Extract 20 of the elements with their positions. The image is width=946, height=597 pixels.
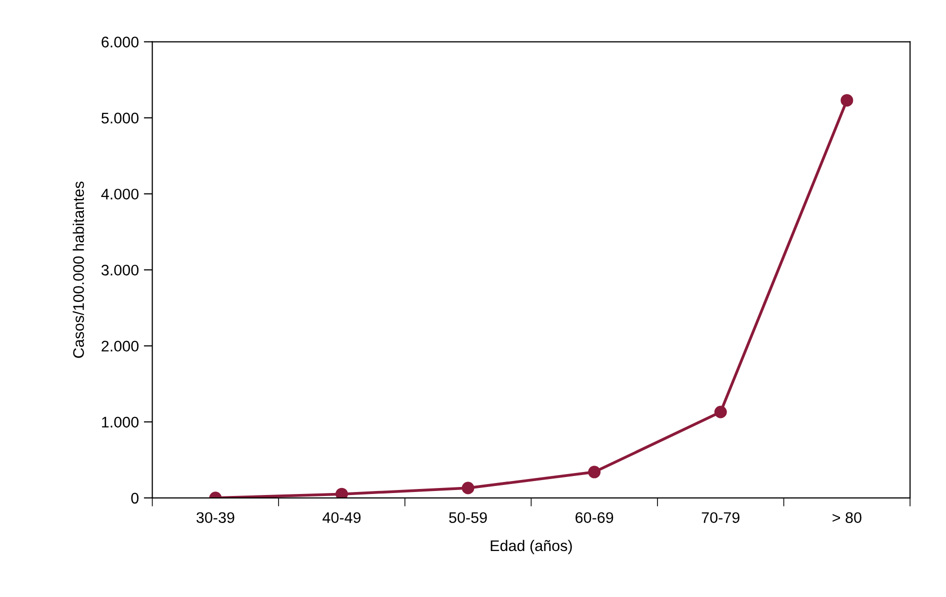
x-axis-title: Edad (años)	[490, 540, 572, 554]
y-axis-title: Casos/100.000 habitantes	[72, 182, 84, 358]
x-tick-label: 60-69	[576, 512, 614, 524]
x-tick-label: 70-79	[702, 512, 740, 524]
y-tick-label: 1.000	[102, 416, 139, 428]
y-tick-label: 5.000	[101, 112, 139, 124]
y-tick-label: 6.000	[102, 36, 139, 48]
point	[714, 406, 727, 418]
point	[462, 482, 474, 494]
x-tick-label: 40-49	[322, 512, 361, 524]
x-tick-label: > 80	[832, 512, 862, 524]
y-tick-label: 2.000	[102, 340, 139, 352]
y-tick-label: 3.000	[101, 264, 139, 276]
y-tick-label: 0	[131, 492, 139, 504]
point	[840, 94, 854, 107]
x-tick-label: 50-59	[449, 512, 487, 524]
y-tick-label: 4.000	[101, 188, 139, 200]
point	[588, 466, 601, 478]
x-tick-label: 30-39	[196, 512, 234, 524]
point	[335, 488, 348, 498]
